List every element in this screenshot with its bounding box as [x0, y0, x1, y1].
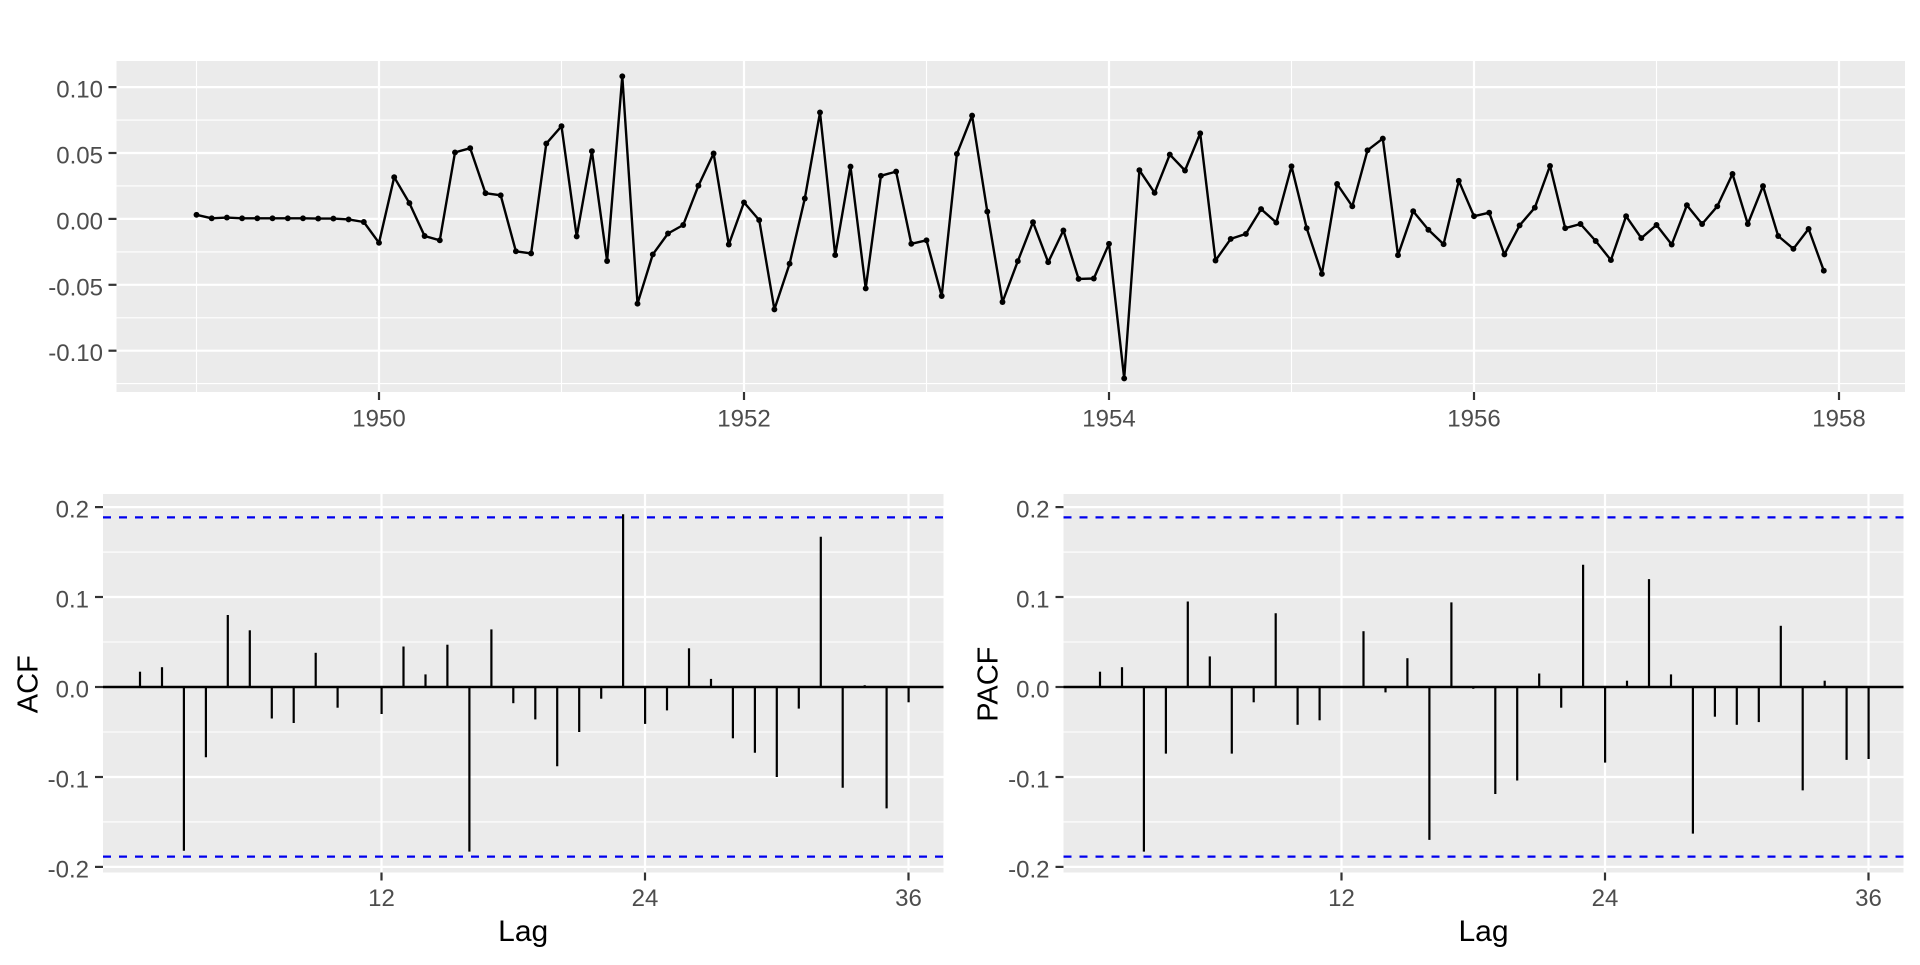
svg-text:0.0: 0.0 [1016, 677, 1049, 704]
svg-text:-0.1: -0.1 [48, 767, 89, 794]
svg-text:0.05: 0.05 [56, 143, 103, 170]
svg-text:0.0: 0.0 [56, 677, 89, 704]
svg-text:-0.1: -0.1 [1008, 767, 1049, 794]
svg-text:Lag: Lag [498, 915, 548, 948]
svg-text:-0.2: -0.2 [48, 856, 89, 883]
svg-text:1956: 1956 [1447, 406, 1500, 433]
svg-text:-0.05: -0.05 [48, 274, 103, 301]
svg-text:Lag: Lag [1458, 915, 1508, 948]
svg-text:12: 12 [1328, 885, 1355, 912]
svg-text:1952: 1952 [717, 406, 770, 433]
svg-text:0.1: 0.1 [1016, 587, 1049, 614]
svg-text:-0.10: -0.10 [48, 340, 103, 367]
svg-text:0.00: 0.00 [56, 208, 103, 235]
svg-text:0.1: 0.1 [56, 587, 89, 614]
svg-text:1958: 1958 [1812, 406, 1865, 433]
svg-text:24: 24 [1592, 885, 1619, 912]
svg-text:24: 24 [632, 885, 659, 912]
svg-text:0.2: 0.2 [1016, 497, 1049, 524]
svg-text:1950: 1950 [352, 406, 405, 433]
svg-text:1954: 1954 [1082, 406, 1135, 433]
svg-text:12: 12 [368, 885, 395, 912]
svg-text:0.2: 0.2 [56, 497, 89, 524]
svg-text:36: 36 [895, 885, 922, 912]
svg-text:36: 36 [1855, 885, 1882, 912]
svg-text:PACF: PACF [973, 647, 1005, 722]
svg-text:0.10: 0.10 [56, 77, 103, 104]
svg-text:-0.2: -0.2 [1008, 856, 1049, 883]
svg-text:ACF: ACF [13, 655, 45, 713]
